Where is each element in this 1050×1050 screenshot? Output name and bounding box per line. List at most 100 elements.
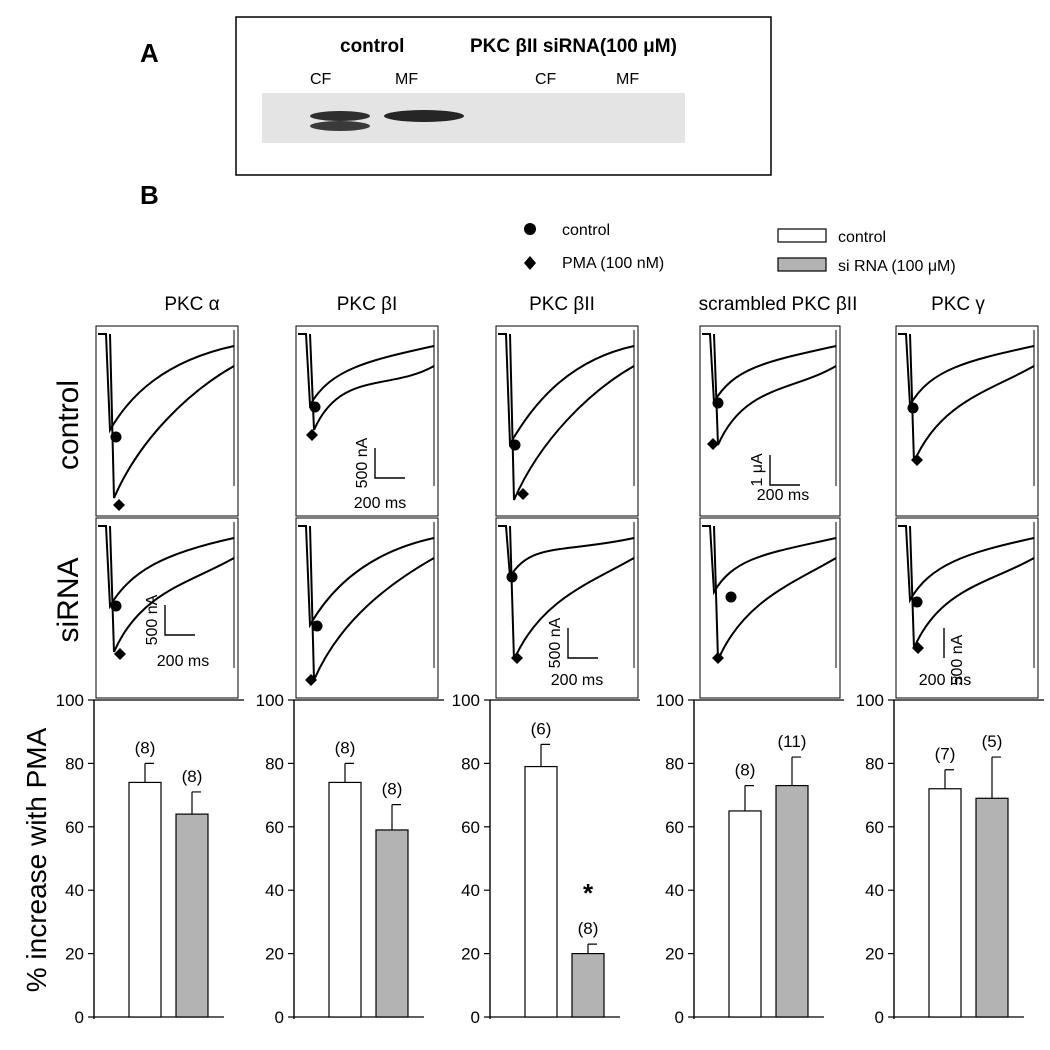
significance-star-3: * <box>583 878 594 908</box>
legend-diamond-marker <box>524 256 536 270</box>
panel-column-1: PKC α 500 nA 200 ms 0 20 40 60 80 100 (8) (8) <box>56 294 244 1027</box>
trace-pma-ctrl-3 <box>509 333 635 501</box>
marker-sirna-circle-5 <box>911 596 923 608</box>
marker-pma-diamond-1 <box>113 499 125 511</box>
bar-sirna-2 <box>375 829 409 1018</box>
trace-control-ctrl-1 <box>98 333 235 434</box>
trace-pma-ctrl-5 <box>909 333 1035 463</box>
marker-control-circle-1 <box>110 431 122 443</box>
y-tick-label-1-0: 0 <box>75 1008 84 1027</box>
y-tick-label-2-80: 80 <box>265 754 284 773</box>
y-tick-label-2-20: 20 <box>265 945 284 964</box>
bar-sirna-3 <box>571 952 605 1018</box>
scale-amplitude-3: 500 nA <box>547 617 564 668</box>
bar-control-4 <box>728 810 762 1018</box>
y-tick-label-5-60: 60 <box>865 818 884 837</box>
n-label-sirna-4: (11) <box>778 732 807 751</box>
marker-sirna-circle-3 <box>506 571 518 583</box>
error-bar-sirna-5 <box>991 756 1001 799</box>
trace-frame-si-5 <box>895 517 1039 699</box>
trace-frame-si-4 <box>699 517 841 699</box>
marker-sirna-diamond-5 <box>912 642 924 654</box>
n-label-control-2: (8) <box>335 738 356 757</box>
blot-group-control: control <box>340 36 404 57</box>
panel-title-2: PKC βI <box>337 294 398 315</box>
scale-amplitude-4: 1 μA <box>749 453 766 487</box>
n-label-sirna-5: (5) <box>982 732 1003 751</box>
legend-sirna-bar: si RNA (100 μM) <box>838 258 956 275</box>
marker-pma-diamond-2 <box>306 429 318 441</box>
panel-a-frame <box>235 16 772 176</box>
trace-frame-si-3 <box>495 517 639 699</box>
error-bar-control-4 <box>744 784 754 811</box>
y-tick-label-1-100: 100 <box>56 691 84 710</box>
blot-group-sirna: PKC βII siRNA(100 μM) <box>470 36 677 57</box>
legend-control-swatch <box>777 228 827 243</box>
lane-label-mf-sirna: MF <box>616 71 639 88</box>
lane-label-mf-control: MF <box>395 71 418 88</box>
scale-bar-4 <box>769 455 800 486</box>
scale-time-4: 200 ms <box>757 487 809 504</box>
legend-control-trace: control <box>562 222 610 239</box>
legend-pma-trace: PMA (100 nM) <box>562 255 664 272</box>
legend-control-bar: control <box>838 229 886 246</box>
n-label-control-4: (8) <box>735 761 756 780</box>
y-tick-label-3-100: 100 <box>452 691 480 710</box>
trace-control-si-2 <box>298 525 435 629</box>
marker-sirna-circle-4 <box>725 591 737 603</box>
y-tick-label-1-40: 40 <box>65 881 84 900</box>
bar-control-2 <box>328 781 362 1018</box>
legend-sirna-swatch <box>777 257 827 272</box>
y-tick-label-5-20: 20 <box>865 945 884 964</box>
trace-pma-si-3 <box>509 525 635 661</box>
marker-sirna-diamond-2 <box>305 674 317 686</box>
marker-pma-diamond-4 <box>707 438 719 450</box>
trace-control-si-5 <box>898 525 1035 604</box>
y-tick-label-5-80: 80 <box>865 754 884 773</box>
panel-b-header: B control PMA (100 nM) control si RNA (1… <box>140 180 956 275</box>
y-tick-label-2-0: 0 <box>275 1008 284 1027</box>
marker-sirna-diamond-1 <box>114 648 126 660</box>
bar-sirna-1 <box>175 813 209 1018</box>
y-tick-label-5-0: 0 <box>875 1008 884 1027</box>
n-label-sirna-3: (8) <box>578 919 599 938</box>
trace-pma-ctrl-1 <box>109 333 235 499</box>
bar-control-3 <box>524 765 558 1018</box>
trace-control-si-1 <box>98 525 235 610</box>
marker-pma-diamond-3 <box>517 488 529 500</box>
scale-bar-3 <box>567 628 598 659</box>
bar-sirna-5 <box>975 797 1009 1018</box>
y-tick-label-3-80: 80 <box>461 754 480 773</box>
scale-bar-2 <box>374 448 405 479</box>
trace-pma-si-5 <box>909 525 1035 649</box>
error-bar-sirna-2 <box>391 804 401 830</box>
marker-sirna-diamond-3 <box>511 652 523 664</box>
y-tick-label-1-20: 20 <box>65 945 84 964</box>
panel-title-5: PKC γ <box>931 294 985 315</box>
marker-pma-diamond-5 <box>911 454 923 466</box>
trace-control-si-4 <box>702 525 837 596</box>
n-label-control-5: (7) <box>935 745 956 764</box>
marker-sirna-diamond-4 <box>712 652 724 664</box>
trace-frame-ctrl-5 <box>895 325 1039 517</box>
lane-label-cf-sirna: CF <box>535 71 557 88</box>
scale-amplitude-1: 500 nA <box>144 594 161 645</box>
blot-band-cf-control <box>310 111 370 121</box>
panel-column-3: PKC βII 500 nA 200 ms 0 20 40 60 80 100 (6) (8) * <box>452 294 640 1027</box>
bar-sirna-4 <box>775 784 809 1018</box>
scale-amplitude-2: 500 nA <box>354 437 371 488</box>
panel-b-label: B <box>140 180 159 210</box>
bar-control-5 <box>928 788 962 1018</box>
y-tick-label-1-80: 80 <box>65 754 84 773</box>
error-bar-sirna-3 <box>587 943 597 954</box>
n-label-control-1: (8) <box>135 738 156 757</box>
marker-control-circle-5 <box>907 402 919 414</box>
y-tick-label-4-40: 40 <box>665 881 684 900</box>
trace-pma-si-4 <box>713 525 837 661</box>
y-tick-label-2-100: 100 <box>256 691 284 710</box>
scale-time-2: 200 ms <box>354 495 406 512</box>
bar-control-1 <box>128 781 162 1018</box>
